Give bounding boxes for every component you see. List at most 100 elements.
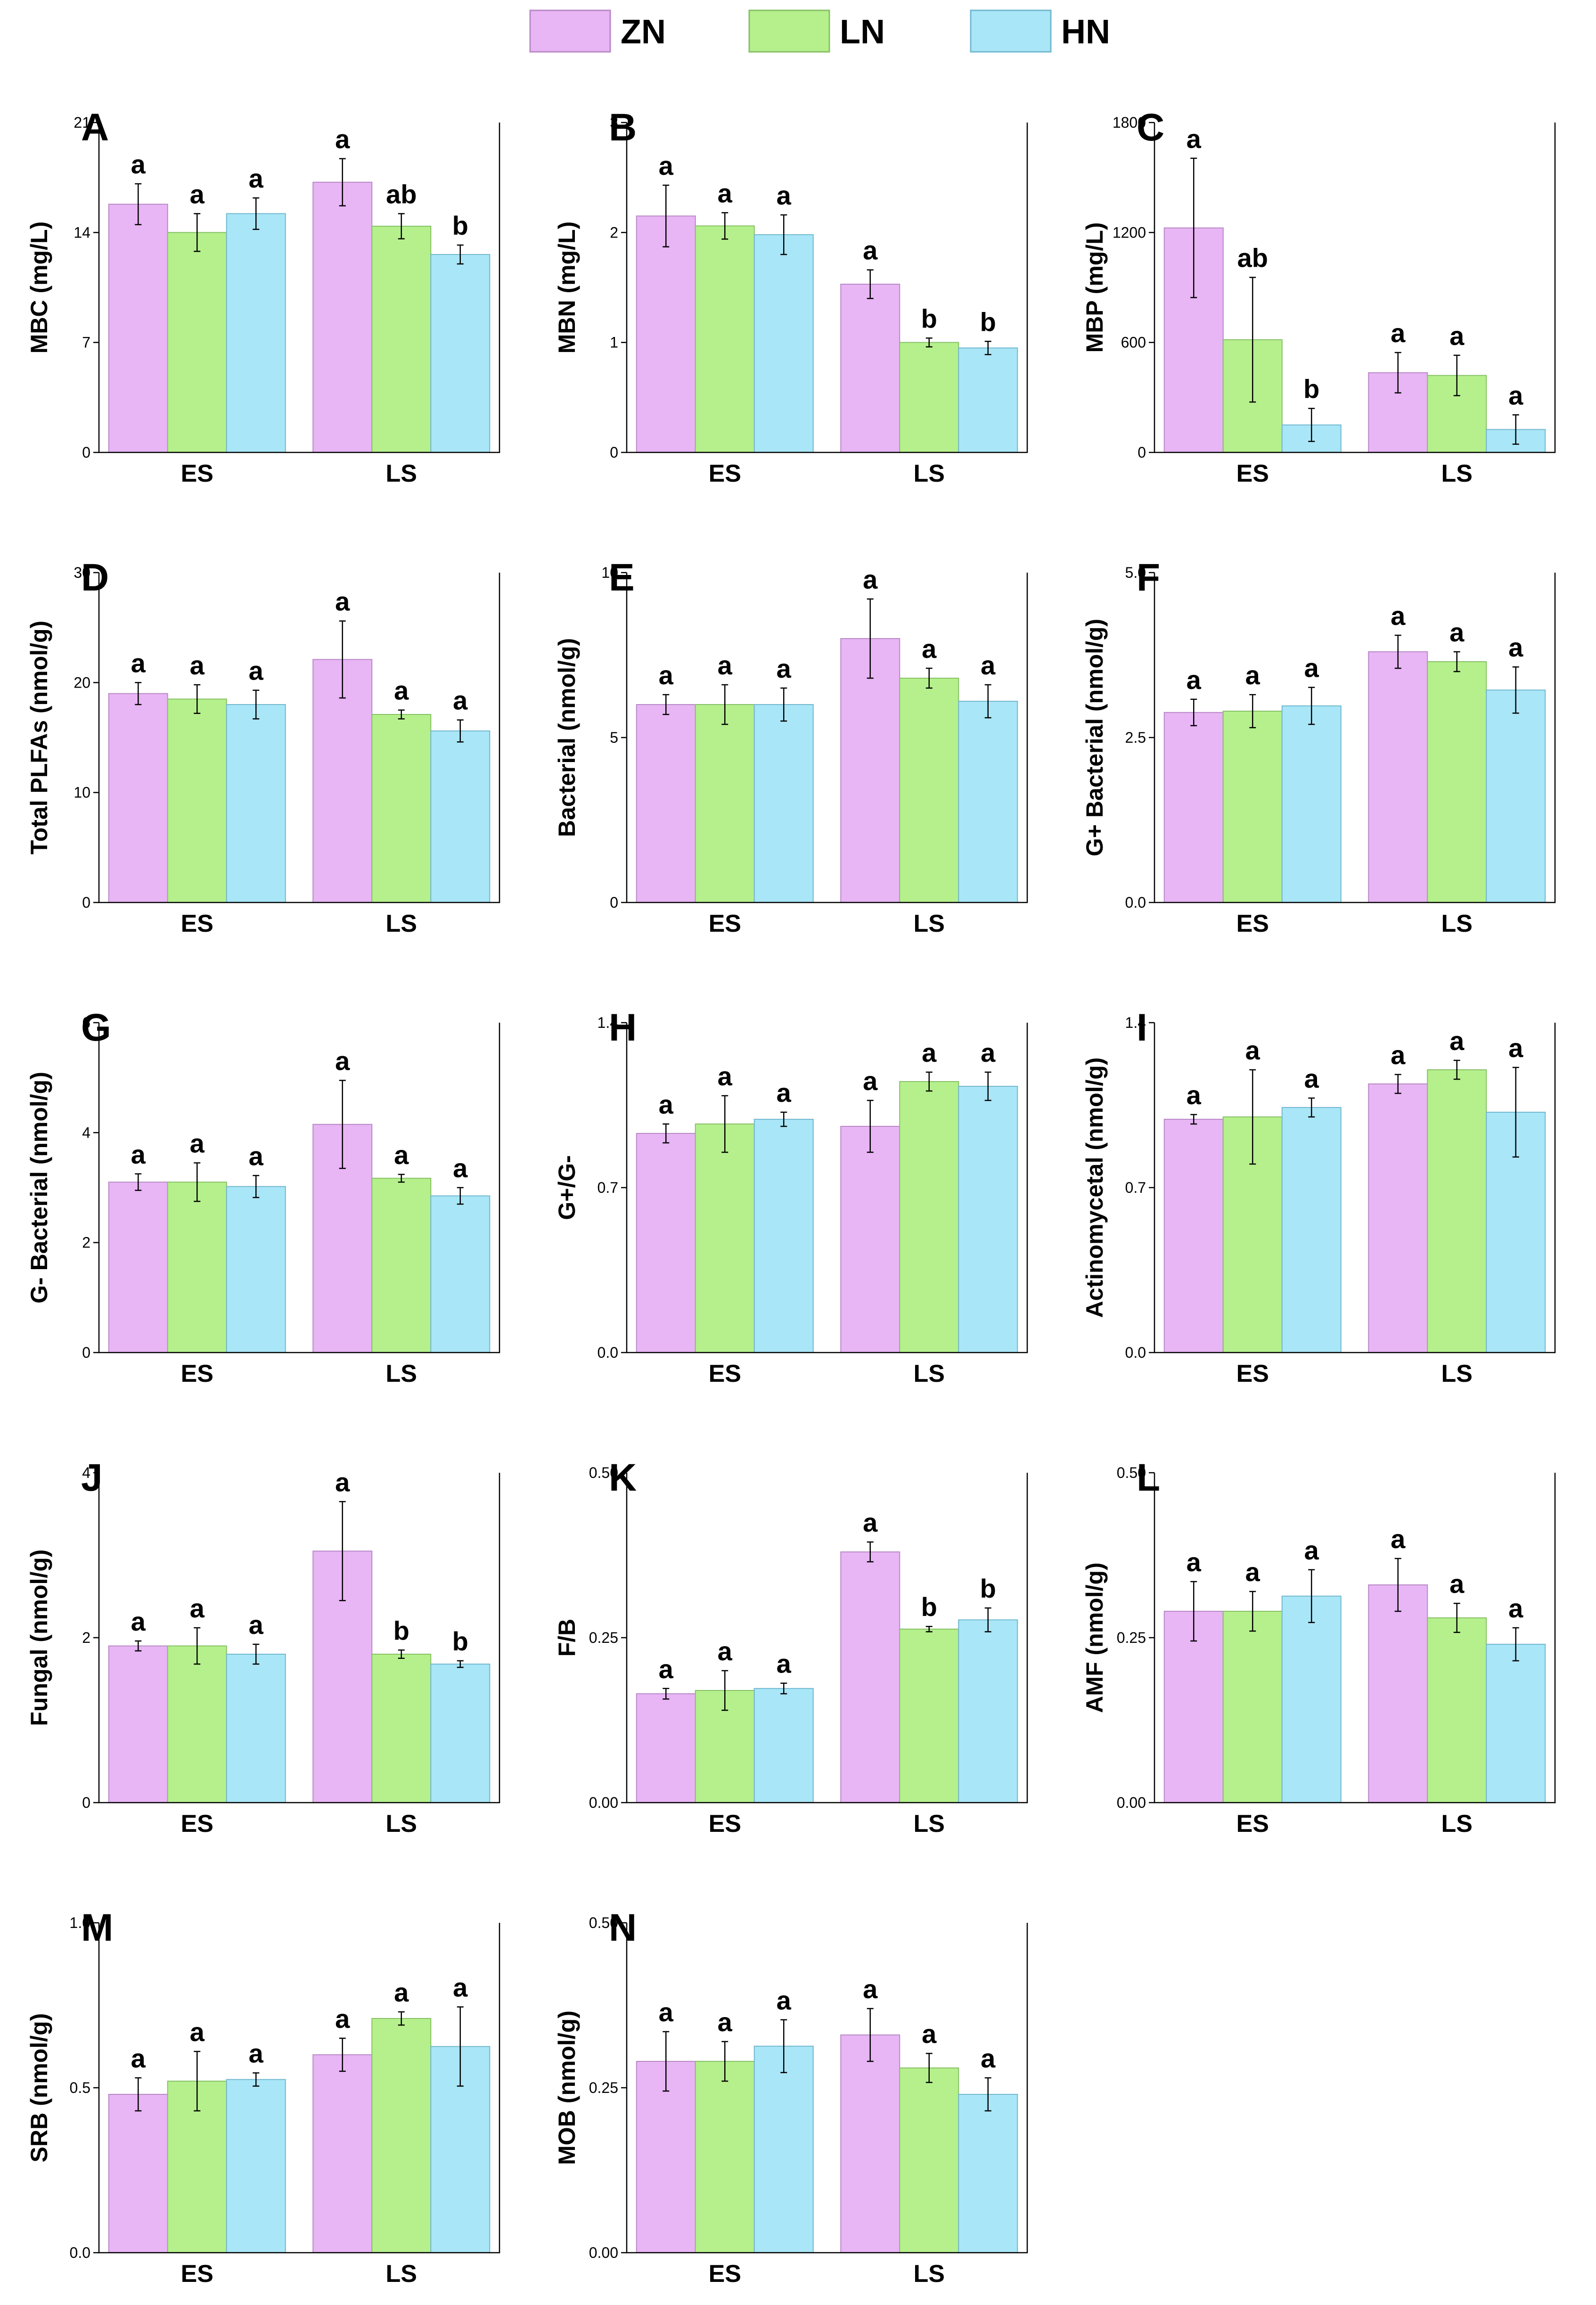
significance-letter: a bbox=[249, 164, 264, 193]
bar-hn-es bbox=[753, 1688, 814, 1804]
significance-letter: b bbox=[921, 304, 937, 333]
panel-letter: F bbox=[1137, 556, 1160, 599]
y-axis-title: MBP (mg/L) bbox=[1081, 222, 1108, 353]
x-category-label: ES bbox=[181, 460, 213, 487]
y-tick-label: 2.5 bbox=[1125, 729, 1146, 746]
y-tick-label: 1800 bbox=[1113, 114, 1146, 131]
significance-letter: a bbox=[922, 634, 937, 664]
significance-letter: b bbox=[1303, 374, 1319, 404]
significance-letter: ab bbox=[386, 179, 417, 209]
panel-e: a a a ES a a a LS 0 5 10 Bacterial (nmol/g) E bbox=[554, 556, 1028, 937]
significance-letter: a bbox=[659, 151, 674, 180]
significance-letter: a bbox=[863, 1974, 878, 2004]
bar-zn-es bbox=[108, 693, 168, 903]
x-category-label: LS bbox=[914, 1360, 945, 1387]
y-tick-label: 0.00 bbox=[589, 2244, 618, 2261]
y-tick-label: 1.4 bbox=[597, 1014, 618, 1031]
panel-letter: N bbox=[609, 1906, 637, 1949]
significance-letter: a bbox=[981, 650, 996, 680]
significance-letter: a bbox=[131, 1140, 146, 1169]
significance-letter: a bbox=[335, 2004, 350, 2034]
significance-letter: a bbox=[453, 1153, 468, 1183]
significance-letter: b bbox=[393, 1616, 409, 1645]
bar-zn-es bbox=[108, 2094, 168, 2253]
x-category-label: ES bbox=[1236, 1360, 1269, 1387]
y-tick-label: 2 bbox=[82, 1234, 90, 1251]
y-tick-label: 14 bbox=[74, 224, 90, 241]
y-tick-label: 4 bbox=[82, 1124, 90, 1141]
significance-letter: a bbox=[777, 1649, 792, 1679]
x-category-label: ES bbox=[709, 1810, 741, 1837]
bar-hn-ls bbox=[430, 1195, 491, 1353]
bar-zn-ls bbox=[840, 1126, 900, 1353]
significance-letter: a bbox=[863, 236, 878, 265]
panel-a: a a a ES a ab b LS 0 7 14 21 MBC (mg/L) A bbox=[26, 106, 500, 487]
legend-swatch-ln bbox=[748, 9, 830, 53]
legend-swatch-hn bbox=[970, 9, 1052, 53]
y-tick-label: 0.50 bbox=[1117, 1464, 1146, 1481]
bar-hn-ls bbox=[430, 254, 491, 453]
bar-zn-es bbox=[636, 215, 696, 453]
y-tick-label: 4 bbox=[82, 1464, 90, 1481]
x-category-label: ES bbox=[181, 1360, 213, 1387]
significance-letter: a bbox=[922, 2019, 937, 2049]
x-category-label: LS bbox=[1441, 460, 1473, 487]
x-category-label: LS bbox=[914, 2260, 945, 2288]
bar-zn-es bbox=[108, 1181, 168, 1353]
axes-frame bbox=[98, 123, 500, 453]
y-tick-label: 0 bbox=[1138, 444, 1146, 461]
bar-zn-es bbox=[1163, 1119, 1224, 1353]
x-category-label: ES bbox=[181, 2260, 213, 2288]
y-axis-title: Actinomycetal (nmol/g) bbox=[1081, 1058, 1108, 1318]
bar-ln-es bbox=[167, 232, 227, 453]
bar-ln-ls bbox=[1427, 1617, 1487, 1803]
x-category-label: LS bbox=[386, 910, 417, 937]
bar-hn-es bbox=[753, 1119, 814, 1353]
panel-letter: M bbox=[81, 1906, 113, 1949]
bar-zn-es bbox=[636, 704, 696, 903]
y-tick-label: 0.0 bbox=[597, 1344, 618, 1361]
significance-letter: a bbox=[1187, 665, 1202, 695]
x-category-label: LS bbox=[1441, 1810, 1473, 1837]
significance-letter: a bbox=[1391, 1524, 1406, 1554]
significance-letter: a bbox=[249, 656, 264, 686]
y-axis-title: G- Bacterial (nmol/g) bbox=[26, 1072, 52, 1304]
significance-letter: a bbox=[659, 1654, 674, 1684]
y-tick-label: 0.5 bbox=[70, 2079, 90, 2096]
significance-letter: a bbox=[131, 1607, 146, 1636]
axes-frame bbox=[626, 123, 1028, 453]
significance-letter: a bbox=[1391, 601, 1406, 631]
bar-ln-ls bbox=[1427, 661, 1487, 903]
bar-zn-ls bbox=[840, 2034, 900, 2253]
y-tick-label: 0.0 bbox=[1125, 1344, 1146, 1361]
y-tick-label: 2 bbox=[610, 224, 618, 241]
significance-letter: a bbox=[335, 124, 350, 154]
bar-hn-es bbox=[1281, 705, 1342, 903]
panel-letter: C bbox=[1137, 106, 1164, 149]
bar-zn-ls bbox=[312, 2054, 373, 2253]
significance-letter: a bbox=[335, 1467, 350, 1497]
panel-g: a a a ES a a a LS 0 2 4 6 G- Bacterial (nmol/g) G bbox=[26, 1006, 500, 1387]
bar-ln-ls bbox=[899, 2067, 959, 2253]
x-category-label: ES bbox=[709, 2260, 741, 2288]
y-tick-label: 6 bbox=[82, 1014, 90, 1031]
significance-letter: a bbox=[1391, 1040, 1406, 1070]
panel-letter: D bbox=[81, 556, 109, 599]
legend-label-hn: HN bbox=[1061, 13, 1110, 51]
bar-ln-es bbox=[1222, 1611, 1283, 1803]
significance-letter: b bbox=[452, 1626, 468, 1656]
panel-b: a a a ES a b b LS 0 1 2 3 MBN (mg/L) B bbox=[554, 106, 1028, 487]
panel-letter: A bbox=[81, 106, 109, 149]
bar-ln-ls bbox=[899, 678, 959, 903]
bar-ln-ls bbox=[371, 1178, 432, 1353]
x-category-label: LS bbox=[1441, 1360, 1473, 1387]
significance-letter: b bbox=[921, 1592, 937, 1622]
significance-letter: a bbox=[659, 1090, 674, 1119]
y-tick-label: 10 bbox=[74, 784, 90, 801]
bar-ln-ls bbox=[899, 342, 959, 453]
panel-letter: G bbox=[81, 1006, 111, 1049]
significance-letter: a bbox=[1304, 1064, 1319, 1093]
legend-swatch-zn bbox=[529, 9, 611, 53]
